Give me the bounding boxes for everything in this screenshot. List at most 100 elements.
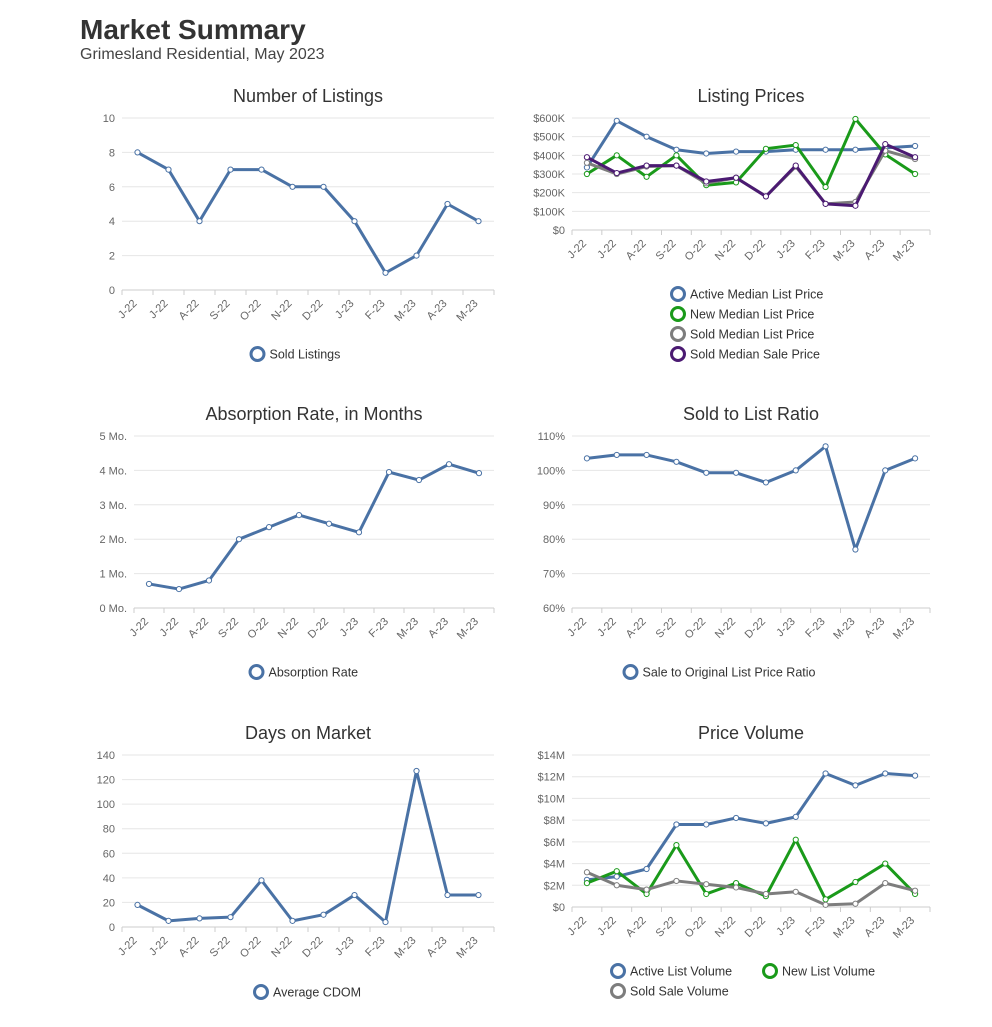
x-tick-label: M-23 xyxy=(831,238,857,264)
legend-item[interactable]: Sale to Original List Price Ratio xyxy=(622,664,816,680)
chart-title: Days on Market xyxy=(245,723,371,743)
data-point xyxy=(583,170,591,178)
x-tick-label: M-23 xyxy=(891,616,917,642)
legend-item[interactable]: New Median List Price xyxy=(670,306,815,322)
y-tick-label: 90% xyxy=(543,500,565,512)
legend-marker-icon xyxy=(762,963,778,979)
data-point xyxy=(852,546,859,553)
legend-item[interactable]: Sold Sale Volume xyxy=(610,983,729,999)
y-tick-label: $0 xyxy=(553,225,565,237)
x-tick-label: J-22 xyxy=(147,298,171,322)
x-tick-label: M-23 xyxy=(831,616,857,642)
legend-item[interactable]: Active Median List Price xyxy=(670,286,824,302)
y-tick-label: 140 xyxy=(97,750,115,762)
x-tick-label: J-22 xyxy=(595,238,619,262)
data-point xyxy=(196,218,203,225)
y-tick-label: 10 xyxy=(103,113,115,125)
x-tick-label: S-22 xyxy=(654,238,679,263)
legend-item[interactable]: Sold Listings xyxy=(249,346,340,362)
report-header: Market Summary Grimesland Residential, M… xyxy=(80,14,325,64)
series-line-sold-sale-volume xyxy=(586,870,916,907)
series-line-average-cdom xyxy=(136,769,479,924)
data-point xyxy=(227,914,234,921)
y-tick-label: 0 xyxy=(109,922,115,934)
x-tick-label: J-22 xyxy=(595,616,619,640)
chart-absorption-rate: Absorption Rate, in Months 0 Mo. 1 Mo. 2 Mo… xyxy=(80,398,540,708)
data-point xyxy=(413,767,420,775)
x-tick-label: J-22 xyxy=(127,616,151,640)
x-tick-label: A-22 xyxy=(624,238,649,263)
data-point xyxy=(762,479,770,486)
x-tick-label: J-22 xyxy=(565,915,589,939)
x-tick-label: D-22 xyxy=(306,616,331,641)
legend-label: New List Volume xyxy=(782,965,875,979)
y-tick-label: $100K xyxy=(533,206,565,218)
x-tick-label: M-23 xyxy=(392,298,418,324)
y-tick-label: 0 Mo. xyxy=(99,603,127,615)
x-tick-label: M-23 xyxy=(455,616,481,642)
y-tick-label: $14M xyxy=(537,750,565,762)
legend-marker-icon xyxy=(670,286,686,302)
x-tick-label: S-22 xyxy=(216,616,241,641)
x-tick-label: S-22 xyxy=(654,915,679,940)
legend-marker-icon xyxy=(610,983,626,999)
legend-label: Sold Sale Volume xyxy=(630,985,729,999)
data-point xyxy=(643,886,650,893)
x-tick-label: O-22 xyxy=(683,915,709,941)
legend-item[interactable]: Sold Median Sale Price xyxy=(670,346,820,362)
x-tick-label: J-23 xyxy=(774,238,798,262)
legend-item[interactable]: Average CDOM xyxy=(253,984,362,1000)
legend-item[interactable]: Active List Volume xyxy=(610,963,733,979)
y-tick-label: 0 xyxy=(109,285,115,297)
data-point xyxy=(613,152,620,159)
data-point xyxy=(703,881,710,888)
data-point xyxy=(703,469,710,476)
data-point xyxy=(643,865,650,873)
legend-item[interactable]: New List Volume xyxy=(762,963,876,979)
data-point xyxy=(911,772,919,779)
x-tick-label: F-23 xyxy=(363,298,387,322)
data-point xyxy=(673,877,680,885)
chart-svg: Days on Market 0 20 40 60 80 100 120 140 J-22 J-22… xyxy=(97,723,495,1000)
series-line-sold-median-sale-price xyxy=(586,142,916,208)
data-point xyxy=(852,115,859,123)
data-point xyxy=(732,148,740,155)
y-tick-label: 100 xyxy=(97,799,115,811)
x-tick-label: N-22 xyxy=(713,238,738,263)
y-tick-label: 120 xyxy=(97,775,115,787)
y-tick-label: 1 Mo. xyxy=(99,569,127,581)
data-point xyxy=(822,146,829,153)
data-point xyxy=(822,770,829,777)
data-point xyxy=(762,145,770,152)
data-point xyxy=(320,911,327,918)
x-tick-label: A-22 xyxy=(624,616,649,641)
x-tick-label: J-22 xyxy=(147,935,171,959)
x-tick-label: J-22 xyxy=(595,915,619,939)
data-point xyxy=(822,183,829,191)
data-point xyxy=(444,891,451,899)
data-point xyxy=(583,154,591,161)
chart-sold-to-list-ratio: Sold to List Ratio 60% 70% 80% 90% 100% 110% J-… xyxy=(528,398,988,708)
y-tick-label: 4 Mo. xyxy=(99,465,127,477)
legend-item[interactable]: Sold Median List Price xyxy=(670,326,815,342)
y-tick-label: $400K xyxy=(533,150,565,162)
data-point xyxy=(445,461,453,468)
x-tick-label: F-23 xyxy=(803,238,827,262)
y-tick-label: $10M xyxy=(537,793,565,805)
x-tick-label: A-23 xyxy=(425,935,450,960)
x-tick-label: A-22 xyxy=(177,298,202,323)
data-point xyxy=(415,476,423,484)
legend-item[interactable]: Absorption Rate xyxy=(248,664,358,680)
data-point xyxy=(227,166,234,173)
x-tick-label: J-22 xyxy=(565,238,589,262)
data-point xyxy=(703,890,710,898)
x-tick-label: J-23 xyxy=(333,935,357,959)
data-point xyxy=(673,458,680,465)
page-subtitle: Grimesland Residential, May 2023 xyxy=(80,46,325,63)
data-point xyxy=(325,520,333,527)
chart-title: Number of Listings xyxy=(233,86,383,106)
series-line-sold-median-list-price xyxy=(586,149,916,206)
data-point xyxy=(882,880,889,887)
legend-label: Average CDOM xyxy=(273,986,361,1000)
